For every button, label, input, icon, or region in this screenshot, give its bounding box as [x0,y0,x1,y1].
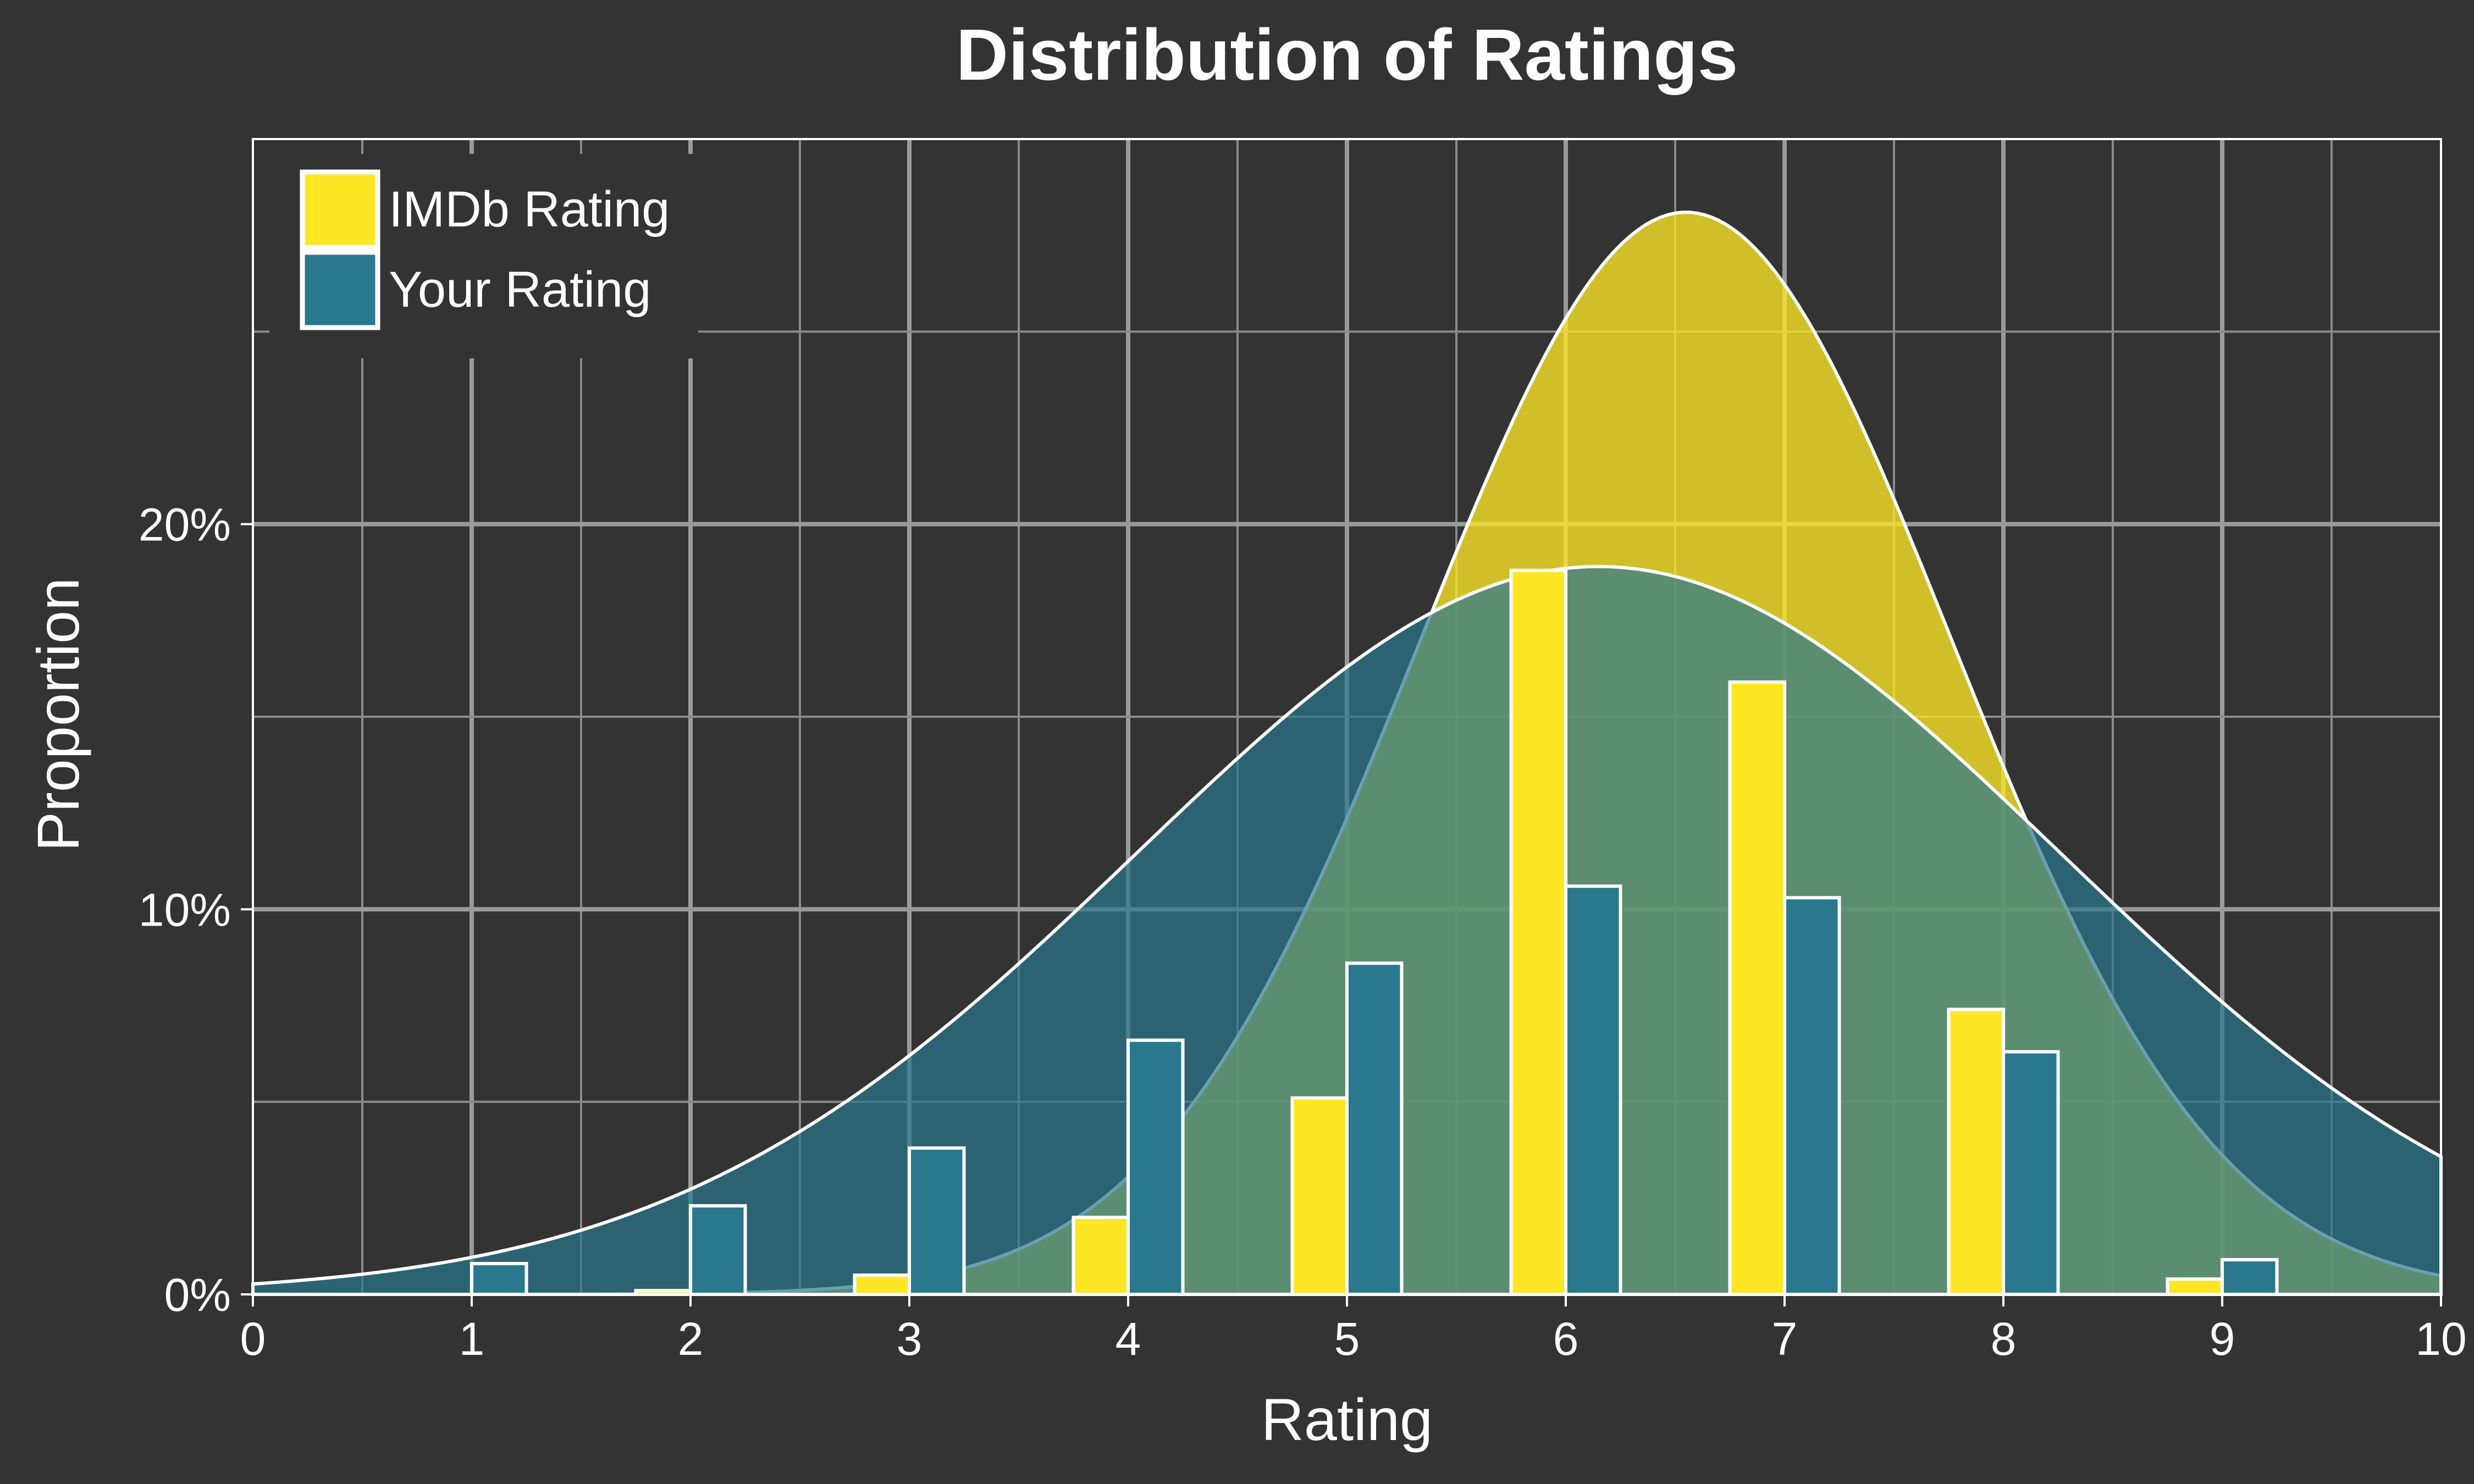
y-axis-label: Proportion [25,578,91,851]
bar-imdb-8 [1947,1007,2005,1297]
bar-yours-5 [1345,961,1404,1296]
bar-yours-9 [2221,1258,2279,1296]
x-axis-label: Rating [1261,1386,1433,1453]
x-tick-label: 3 [897,1313,923,1365]
bar-yours-7 [1783,896,1841,1296]
x-tick-label: 4 [1115,1313,1141,1365]
bar-imdb-6 [1509,568,1567,1296]
x-tick-label: 6 [1553,1313,1579,1365]
bars [470,568,2279,1297]
bar-imdb-5 [1290,1096,1349,1297]
x-tick-label: 9 [2210,1313,2235,1365]
bar-yours-3 [908,1146,966,1296]
bar-yours-6 [1564,884,1622,1296]
x-tick-label: 0 [240,1313,266,1365]
bar-imdb-7 [1728,680,1786,1296]
legend: IMDb Rating Your Rating [269,154,698,358]
bar-yours-1 [470,1261,528,1297]
x-tick-label: 5 [1334,1313,1360,1365]
legend-label-imdb: IMDb Rating [389,181,670,237]
bar-yours-2 [689,1204,747,1297]
bar-imdb-3 [853,1273,911,1296]
bar-imdb-4 [1072,1215,1130,1297]
legend-label-yours: Your Rating [389,262,651,318]
axes: 0 1 2 3 4 5 6 7 8 9 10 0% 10% 20% [139,499,2467,1365]
x-tick-label: 8 [1991,1313,2017,1365]
x-tick-label: 7 [1772,1313,1798,1365]
y-tick-label: 10% [139,884,231,935]
x-tick-label: 1 [459,1313,485,1365]
legend-swatch-imdb [300,169,380,250]
legend-swatch-yours [300,250,380,330]
bar-yours-4 [1126,1038,1185,1297]
y-tick-label: 20% [139,499,231,551]
x-tick-label: 2 [678,1313,704,1365]
y-tick-label: 0% [164,1269,231,1321]
bar-imdb-9 [2166,1277,2224,1297]
bar-yours-8 [2002,1050,2060,1296]
x-tick-label: 10 [2415,1313,2466,1365]
chart-title: Distribution of Ratings [956,14,1738,95]
density-curve-yours [251,564,2443,1296]
